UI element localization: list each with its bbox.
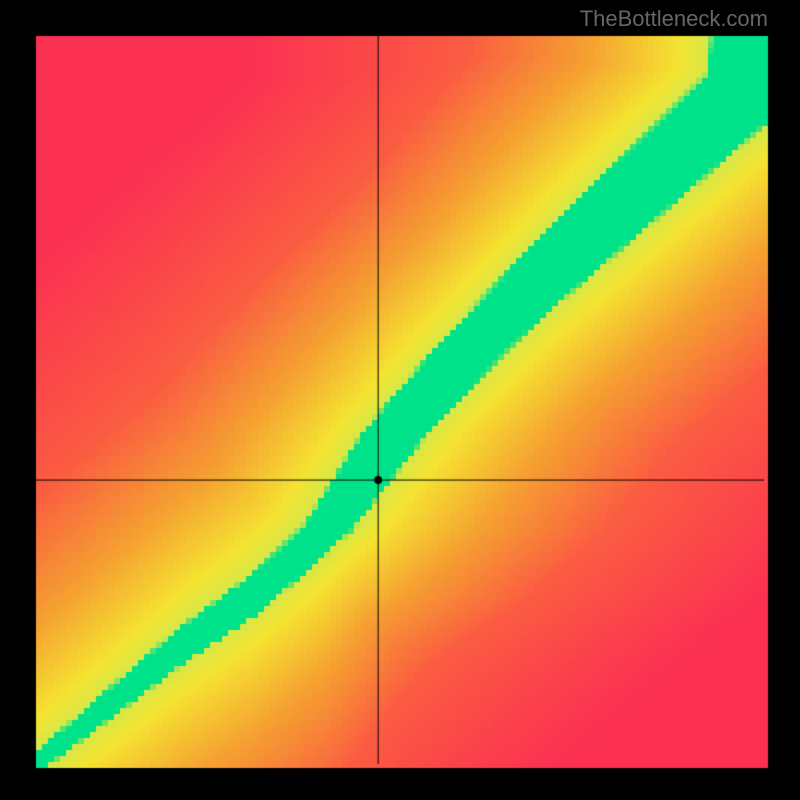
- chart-container: TheBottleneck.com: [0, 0, 800, 800]
- watermark-text: TheBottleneck.com: [580, 6, 768, 32]
- bottleneck-heatmap: [0, 0, 800, 800]
